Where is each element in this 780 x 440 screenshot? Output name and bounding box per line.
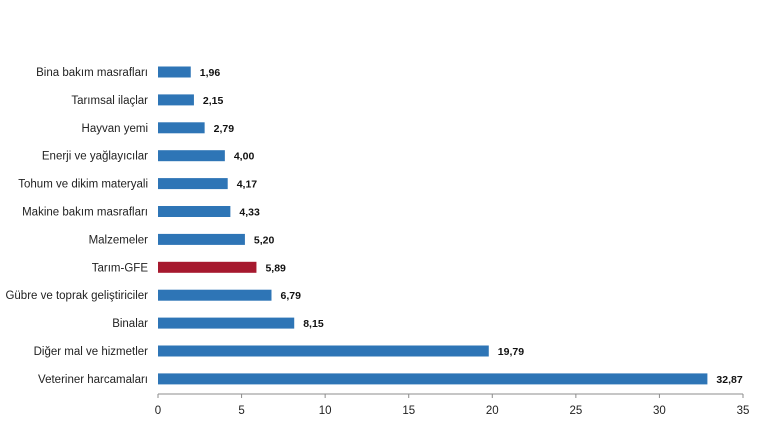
bar	[158, 289, 272, 301]
category-label: Enerji ve yağlayıcılar	[42, 151, 148, 163]
x-tick-label: 25	[569, 405, 582, 417]
data-label: 19,79	[498, 346, 524, 358]
data-label: 5,20	[254, 234, 275, 246]
bar	[158, 317, 295, 329]
category-label: Malzemeler	[89, 234, 149, 246]
bar	[158, 66, 191, 78]
category-label: Makine bakım masrafları	[22, 207, 148, 219]
data-label: 32,87	[716, 374, 742, 386]
data-label: 4,17	[237, 179, 258, 191]
category-label: Binalar	[112, 318, 148, 330]
bar	[158, 150, 225, 162]
data-label: 2,15	[203, 95, 224, 107]
bar	[158, 122, 205, 134]
bar	[158, 345, 489, 357]
category-label: Hayvan yemi	[82, 123, 148, 135]
data-label: 4,00	[234, 151, 255, 163]
x-tick-label: 0	[155, 405, 161, 417]
category-label: Tohum ve dikim materyali	[18, 179, 148, 191]
bar	[158, 373, 708, 385]
bar	[158, 206, 231, 217]
data-label: 6,79	[280, 290, 301, 302]
category-label: Tarım-GFE	[92, 262, 149, 274]
data-label: 2,79	[214, 123, 235, 135]
x-tick-label: 15	[402, 405, 415, 417]
category-label: Bina bakım masrafları	[36, 67, 148, 79]
x-tick-label: 5	[238, 405, 244, 417]
data-label: 1,96	[200, 67, 221, 79]
data-label: 5,89	[265, 262, 286, 274]
category-label: Diğer mal ve hizmetler	[34, 346, 149, 358]
data-label: 4,33	[239, 207, 260, 219]
x-tick-label: 30	[653, 405, 666, 417]
bar	[158, 94, 194, 106]
category-label: Veteriner harcamaları	[38, 374, 148, 386]
x-tick-label: 20	[486, 405, 499, 417]
bar	[158, 178, 228, 190]
category-label: Gübre ve toprak geliştiriciler	[5, 290, 148, 302]
x-tick-label: 35	[737, 405, 750, 417]
bar	[158, 233, 245, 245]
highlighted-bar	[158, 261, 257, 273]
data-label: 8,15	[303, 318, 324, 330]
category-label: Tarımsal ilaçlar	[71, 95, 148, 107]
x-tick-label: 10	[319, 405, 332, 417]
